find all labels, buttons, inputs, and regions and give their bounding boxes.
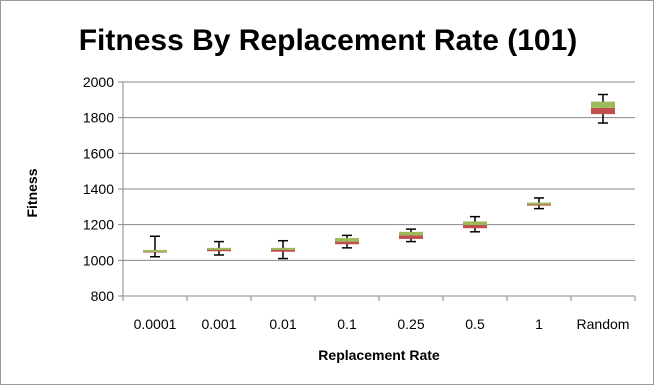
box-lower-quartile <box>271 249 295 252</box>
box-lower-quartile <box>207 249 231 252</box>
box-lower-quartile <box>527 203 551 206</box>
box-upper-quartile <box>143 249 167 252</box>
x-axis-label: Replacement Rate <box>318 347 440 363</box>
x-tick-label: 0.01 <box>269 316 296 332</box>
y-tick-label: 1200 <box>83 217 114 233</box>
x-tick-label: 0.5 <box>465 316 485 332</box>
box-upper-quartile <box>271 247 295 250</box>
x-tick-label: 0.25 <box>397 316 424 332</box>
y-tick-label: 1000 <box>83 252 114 268</box>
y-tick-label: 1600 <box>83 145 114 161</box>
x-tick-label: Random <box>577 316 630 332</box>
box-upper-quartile <box>335 238 359 242</box>
x-tick-label: 0.1 <box>337 316 357 332</box>
y-tick-label: 1800 <box>83 110 114 126</box>
box-lower-quartile <box>399 235 423 239</box>
chart-title: Fitness By Replacement Rate (101) <box>78 24 578 57</box>
box-lower-quartile <box>591 107 615 115</box>
x-tick-label: 0.001 <box>201 316 236 332</box>
box-lower-quartile <box>335 241 359 245</box>
box-upper-quartile <box>399 231 423 236</box>
y-tick-label: 800 <box>91 288 115 304</box>
box-upper-quartile <box>527 202 551 205</box>
box-upper-quartile <box>591 101 615 108</box>
y-tick-label: 1400 <box>83 181 114 197</box>
box-lower-quartile <box>463 225 487 229</box>
box-upper-quartile <box>207 247 231 250</box>
box-upper-quartile <box>463 221 487 226</box>
y-tick-label: 2000 <box>83 74 114 90</box>
x-tick-label: 1 <box>535 316 543 332</box>
x-tick-label: 0.0001 <box>134 316 177 332</box>
